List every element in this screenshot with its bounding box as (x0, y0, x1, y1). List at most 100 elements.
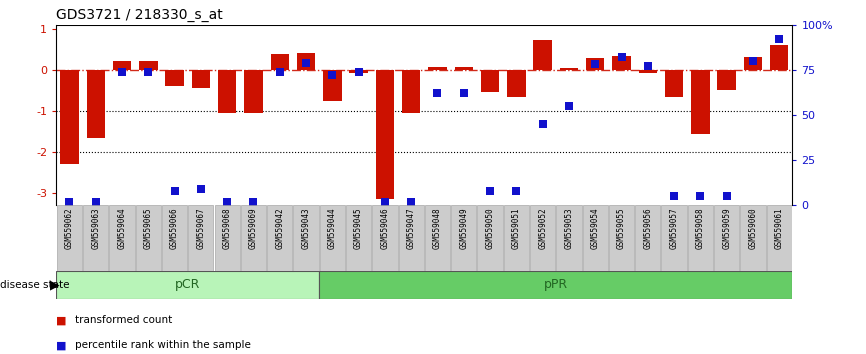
FancyBboxPatch shape (346, 205, 372, 271)
Bar (717, 70, 736, 90)
Point (720, 194, 734, 199)
Text: GSM559068: GSM559068 (223, 207, 232, 249)
Text: ▶: ▶ (50, 279, 60, 291)
Bar (481, 70, 500, 92)
FancyBboxPatch shape (294, 205, 319, 271)
Text: GSM559043: GSM559043 (301, 207, 311, 249)
Text: GSM559044: GSM559044 (328, 207, 337, 249)
Bar (586, 58, 604, 70)
FancyBboxPatch shape (136, 205, 161, 271)
FancyBboxPatch shape (662, 205, 687, 271)
Text: GSM559062: GSM559062 (65, 207, 74, 249)
Bar (744, 57, 762, 70)
Text: GSM559063: GSM559063 (91, 207, 100, 249)
Bar (323, 70, 341, 101)
Point (483, 188, 497, 194)
Text: GSM559064: GSM559064 (118, 207, 126, 249)
FancyBboxPatch shape (215, 205, 240, 271)
Point (378, 199, 391, 205)
FancyBboxPatch shape (451, 205, 476, 271)
Point (141, 69, 155, 75)
FancyBboxPatch shape (477, 205, 502, 271)
Bar (376, 70, 394, 199)
Bar (665, 70, 683, 97)
Bar (244, 70, 262, 113)
Text: GSM559055: GSM559055 (617, 207, 626, 249)
FancyBboxPatch shape (688, 205, 713, 271)
Text: GSM559059: GSM559059 (722, 207, 731, 249)
Text: pCR: pCR (175, 279, 200, 291)
Text: GSM559046: GSM559046 (380, 207, 390, 249)
Bar (297, 53, 315, 70)
FancyBboxPatch shape (714, 205, 740, 271)
Point (694, 194, 708, 199)
FancyBboxPatch shape (740, 205, 766, 271)
Point (220, 199, 234, 205)
Bar (61, 70, 79, 164)
FancyBboxPatch shape (530, 205, 555, 271)
Bar (191, 70, 210, 88)
FancyBboxPatch shape (162, 205, 187, 271)
Bar (165, 70, 184, 86)
Point (326, 73, 339, 78)
Bar (139, 61, 158, 70)
Text: GDS3721 / 218330_s_at: GDS3721 / 218330_s_at (56, 8, 223, 22)
Point (562, 103, 576, 109)
Text: pPR: pPR (544, 279, 568, 291)
FancyBboxPatch shape (583, 205, 608, 271)
Text: ■: ■ (56, 315, 67, 325)
FancyBboxPatch shape (504, 205, 529, 271)
Text: GSM559066: GSM559066 (170, 207, 179, 249)
Point (115, 69, 129, 75)
Text: GSM559045: GSM559045 (354, 207, 363, 249)
Bar (87, 70, 105, 138)
Point (168, 188, 182, 194)
Point (641, 63, 655, 69)
Bar (218, 70, 236, 113)
Point (247, 199, 261, 205)
Text: GSM559058: GSM559058 (696, 207, 705, 249)
Text: percentile rank within the sample: percentile rank within the sample (75, 340, 251, 350)
Point (588, 62, 602, 67)
Text: GSM559051: GSM559051 (512, 207, 520, 249)
Text: GSM559052: GSM559052 (538, 207, 547, 249)
Text: GSM559056: GSM559056 (643, 207, 652, 249)
Text: GSM559047: GSM559047 (407, 207, 416, 249)
Bar (402, 70, 420, 113)
Text: GSM559048: GSM559048 (433, 207, 442, 249)
Bar (349, 70, 368, 73)
Text: GSM559060: GSM559060 (748, 207, 758, 249)
Bar (612, 56, 630, 70)
Point (404, 199, 418, 205)
FancyBboxPatch shape (766, 205, 792, 271)
Text: transformed count: transformed count (75, 315, 172, 325)
FancyBboxPatch shape (83, 205, 108, 271)
FancyBboxPatch shape (372, 205, 397, 271)
FancyBboxPatch shape (320, 205, 345, 271)
Bar (270, 54, 289, 70)
Point (299, 60, 313, 65)
Point (273, 69, 287, 75)
Bar (559, 68, 578, 70)
FancyBboxPatch shape (188, 205, 214, 271)
FancyBboxPatch shape (609, 205, 634, 271)
Point (194, 186, 208, 192)
Text: GSM559053: GSM559053 (565, 207, 573, 249)
FancyBboxPatch shape (398, 205, 423, 271)
Text: GSM559050: GSM559050 (486, 207, 494, 249)
Bar (507, 70, 526, 97)
Point (430, 91, 444, 96)
Text: GSM559042: GSM559042 (275, 207, 284, 249)
FancyBboxPatch shape (56, 271, 320, 299)
Point (457, 91, 471, 96)
Text: ■: ■ (56, 340, 67, 350)
Point (536, 121, 550, 127)
Point (746, 58, 759, 64)
Point (667, 194, 681, 199)
Text: disease state: disease state (0, 280, 69, 290)
Text: GSM559054: GSM559054 (591, 207, 600, 249)
FancyBboxPatch shape (241, 205, 266, 271)
Bar (113, 61, 132, 70)
Text: GSM559049: GSM559049 (459, 207, 469, 249)
Text: GSM559069: GSM559069 (249, 207, 258, 249)
